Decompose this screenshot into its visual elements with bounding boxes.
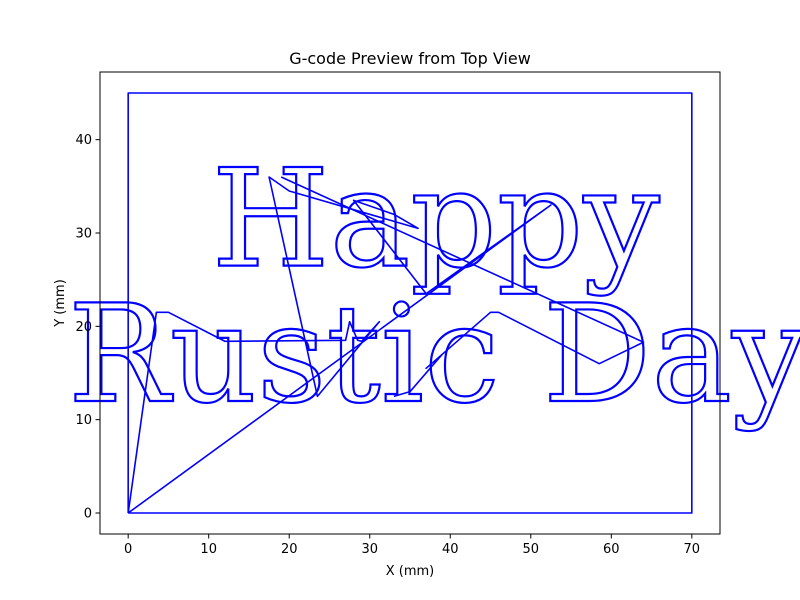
y-tick-label: 10 xyxy=(75,413,92,428)
y-tick-label: 20 xyxy=(75,320,92,335)
x-axis-label: X (mm) xyxy=(386,564,435,579)
plot-frame xyxy=(99,71,721,535)
x-tick-label: 70 xyxy=(684,542,701,557)
x-tick-label: 40 xyxy=(442,542,459,557)
y-tick-label: 0 xyxy=(84,507,92,522)
toolpath-text-1: Rustic Day xyxy=(68,275,800,433)
x-tick-label: 10 xyxy=(200,542,217,557)
y-tick-label: 30 xyxy=(75,227,92,242)
axis-ticks: 0 10 20 30 40 50 60 70 0 10 20 30 40 xyxy=(75,133,700,557)
toolpath-series-0 xyxy=(127,92,693,514)
x-tick-label: 0 xyxy=(124,542,132,557)
x-tick-label: 60 xyxy=(603,542,620,557)
toolpath-series-2 xyxy=(280,176,645,398)
toolpath-text-0: Happy xyxy=(212,140,661,298)
chart-title: G-code Preview from Top View xyxy=(289,49,531,68)
y-tick-label: 40 xyxy=(75,133,92,148)
x-tick-label: 20 xyxy=(281,542,298,557)
y-axis-label: Y (mm) xyxy=(53,279,68,328)
x-tick-label: 50 xyxy=(523,542,540,557)
x-tick-label: 30 xyxy=(361,542,378,557)
